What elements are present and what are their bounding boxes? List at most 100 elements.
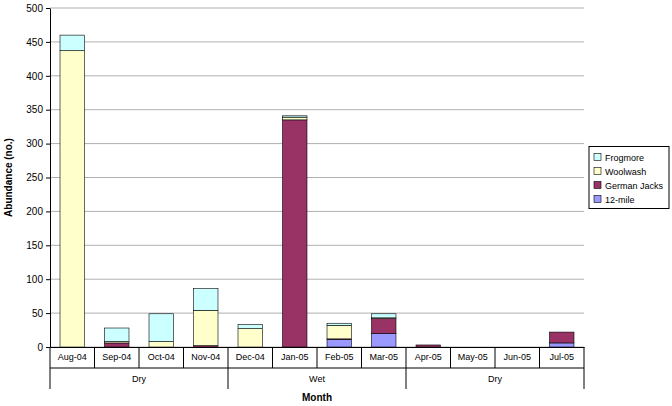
tick-mark: [46, 76, 50, 77]
bar: [149, 342, 173, 347]
grid-line: [50, 211, 584, 212]
bar: [505, 347, 529, 348]
bar: [194, 289, 218, 311]
legend-label: 12-mile: [605, 195, 635, 205]
tick-label: May-05: [458, 352, 488, 362]
group-label: Wet: [309, 374, 325, 384]
bar: [461, 347, 485, 348]
bar: [416, 345, 440, 347]
tick-label: 150: [26, 240, 43, 251]
grid-line: [50, 177, 584, 178]
chart: 050100150200250300350400450500Aug-04Sep-…: [0, 0, 672, 406]
legend-label: German Jacks: [605, 181, 664, 191]
bar: [461, 347, 485, 348]
tick-label: Jun-05: [503, 352, 531, 362]
tick-label: 500: [26, 3, 43, 14]
tick-label: Oct-04: [148, 352, 175, 362]
grid-line: [50, 109, 584, 110]
tick: 300: [26, 138, 50, 149]
tick: 500: [26, 3, 50, 14]
tick: Feb-05: [325, 352, 354, 362]
legend-label: Frogmore: [605, 153, 644, 163]
grid-line: [50, 41, 584, 42]
tick: Apr-05: [415, 352, 442, 362]
tick-mark: [46, 8, 50, 9]
bar: [372, 319, 396, 334]
bar: [550, 332, 574, 333]
tick-label: Feb-05: [325, 352, 354, 362]
tick-label: Nov-04: [191, 352, 220, 362]
separator: [183, 347, 184, 368]
grid-line: [50, 8, 584, 9]
tick-mark: [46, 347, 50, 348]
bars: [60, 35, 574, 347]
tick: Nov-04: [191, 352, 220, 362]
bar: [372, 314, 396, 318]
bar: [550, 332, 574, 343]
grid-line: [50, 75, 584, 76]
bar: [416, 344, 440, 345]
tick: 350: [26, 104, 50, 115]
bar: [105, 328, 129, 342]
tick: Mar-05: [369, 352, 398, 362]
tick: 200: [26, 206, 50, 217]
legend: FrogmoreWoolwashGerman Jacks12-mile: [589, 147, 669, 209]
legend-box: [589, 147, 669, 209]
grid-line: [50, 143, 584, 144]
tick: Jan-05: [281, 352, 309, 362]
category-separators: [50, 347, 584, 389]
x-axis-title: Month: [302, 392, 332, 403]
legend-swatch: [594, 154, 601, 161]
bar: [194, 310, 218, 345]
tick: Sep-04: [102, 352, 131, 362]
separator: [94, 347, 95, 368]
tick-label: 400: [26, 71, 43, 82]
tick-mark: [46, 178, 50, 179]
separator: [50, 368, 584, 369]
bar: [60, 51, 84, 347]
bar: [60, 35, 84, 51]
grid-line: [50, 313, 584, 314]
tick-label: Apr-05: [415, 352, 442, 362]
tick-label: 200: [26, 206, 43, 217]
tick: 150: [26, 240, 50, 251]
tick-mark: [46, 211, 50, 212]
tick-label: Dec-04: [236, 352, 265, 362]
tick: 0: [37, 342, 50, 353]
bar: [505, 347, 529, 348]
tick-mark: [46, 42, 50, 43]
bar: [194, 347, 218, 348]
tick: Aug-04: [58, 352, 87, 362]
tick-label: 300: [26, 138, 43, 149]
tick-label: Mar-05: [369, 352, 398, 362]
tick-mark: [46, 279, 50, 280]
tick-label: 350: [26, 104, 43, 115]
tick: Jul-05: [549, 352, 574, 362]
bar: [327, 323, 351, 325]
legend-swatch: [594, 168, 601, 175]
grid: [50, 8, 584, 347]
y-axis-title: Abundance (no.): [3, 138, 14, 217]
bar: [238, 329, 262, 347]
tick: 50: [32, 308, 50, 319]
bar: [283, 117, 307, 120]
bar: [505, 347, 529, 348]
bar: [372, 333, 396, 347]
bar: [327, 325, 351, 339]
tick-mark: [46, 245, 50, 246]
group-label: Dry: [488, 374, 502, 384]
separator: [317, 347, 318, 368]
tick-mark: [46, 144, 50, 145]
tick: 100: [26, 274, 50, 285]
bar: [550, 343, 574, 347]
tick: 400: [26, 71, 50, 82]
tick: Oct-04: [148, 352, 175, 362]
tick: May-05: [458, 352, 488, 362]
bar: [149, 314, 173, 342]
separator: [361, 347, 362, 368]
bar: [283, 120, 307, 347]
bar: [327, 340, 351, 347]
tick-mark: [46, 313, 50, 314]
bar: [238, 325, 262, 329]
tick-label: 100: [26, 274, 43, 285]
